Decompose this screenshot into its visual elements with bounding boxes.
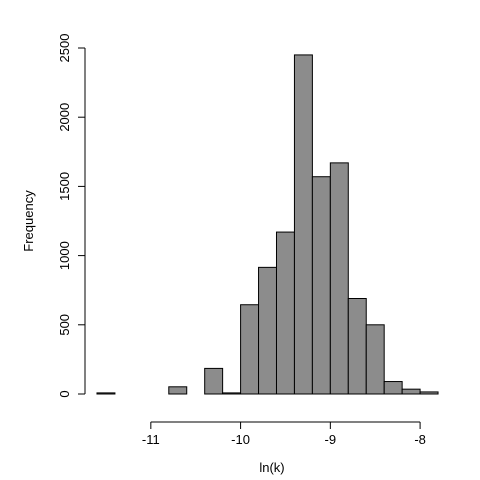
histogram-bars <box>96 54 439 395</box>
x-axis: -11 -10 -9 -8 <box>142 421 426 447</box>
histogram-bar <box>258 266 277 395</box>
y-tick-label: 2000 <box>57 103 72 132</box>
histogram-bar <box>293 54 313 395</box>
x-tick-label: -10 <box>231 432 250 447</box>
histogram-bar <box>275 231 295 395</box>
y-axis-title: Frequency <box>21 190 36 252</box>
y-tick-label: 2500 <box>57 34 72 63</box>
x-tick-label: -8 <box>414 432 426 447</box>
histogram-bar <box>96 392 116 395</box>
x-tick-label: -9 <box>325 432 337 447</box>
histogram-bar <box>365 324 385 395</box>
x-axis-title: ln(k) <box>259 460 284 475</box>
y-tick-label: 500 <box>57 314 72 336</box>
histogram-bar <box>204 367 224 395</box>
histogram-bar <box>419 391 439 395</box>
y-axis: 0 500 1000 1500 2000 2500 <box>57 34 86 398</box>
histogram-bar <box>222 392 242 395</box>
y-tick-label: 1000 <box>57 241 72 270</box>
histogram-bar <box>347 298 367 395</box>
histogram-bar <box>383 381 403 395</box>
histogram-bar <box>168 386 188 395</box>
histogram-bar <box>401 388 421 395</box>
y-tick-label: 1500 <box>57 172 72 201</box>
histogram-bar <box>311 176 331 395</box>
histogram-bar <box>329 162 349 395</box>
y-tick-label: 0 <box>57 390 72 397</box>
x-tick-label: -11 <box>142 432 160 447</box>
histogram-bar <box>240 304 260 395</box>
